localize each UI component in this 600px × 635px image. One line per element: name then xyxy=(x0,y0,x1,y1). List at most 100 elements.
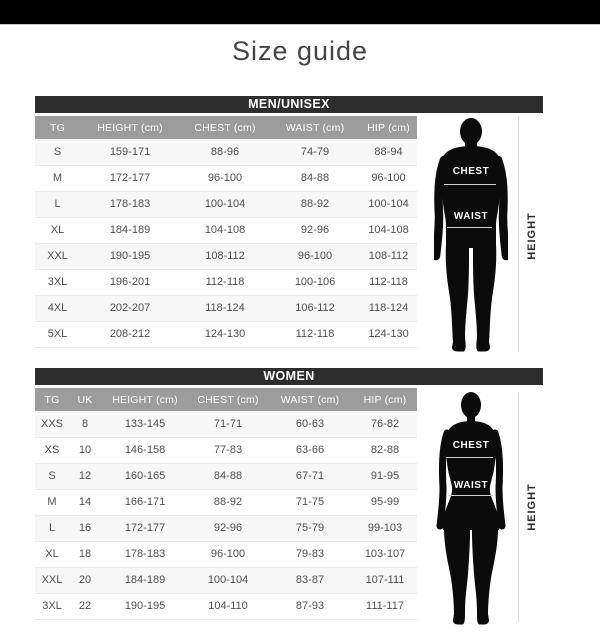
chest-label: CHEST xyxy=(452,166,490,177)
table-cell: 106-112 xyxy=(270,295,360,322)
column-header: TG xyxy=(35,116,80,139)
table-cell: 96-100 xyxy=(360,165,417,192)
waist-measure-line xyxy=(448,495,493,496)
table-cell: 103-107 xyxy=(353,541,417,568)
column-header: HIP (cm) xyxy=(360,116,417,139)
table-cell: 92-96 xyxy=(189,515,267,542)
table-cell: 16 xyxy=(69,515,101,542)
table-cell: XXL xyxy=(35,567,69,594)
table-cell: 100-104 xyxy=(180,191,270,218)
table-row: 4XL 202-207 118-124 106-112 118-124 xyxy=(35,295,417,322)
table-cell: 84-88 xyxy=(189,463,267,490)
table-cell: 112-118 xyxy=(270,321,360,348)
table-row: S 159-171 88-96 74-79 88-94 xyxy=(35,139,417,166)
table-cell: 71-71 xyxy=(189,411,267,438)
women-section: WOMEN TG UK HEIGHT (cm) CHEST (cm) WAIST (cm… xyxy=(35,368,543,625)
table-row: M 172-177 96-100 84-88 96-100 xyxy=(35,165,417,192)
table-cell: 96-100 xyxy=(270,243,360,270)
table-row: 3XL 196-201 112-118 100-106 112-118 xyxy=(35,269,417,296)
column-header: HEIGHT (cm) xyxy=(101,388,189,411)
table-cell: 184-189 xyxy=(101,567,189,594)
table-cell: 104-108 xyxy=(180,217,270,244)
table-cell: 166-171 xyxy=(101,489,189,516)
waist-label: WAIST xyxy=(453,480,489,491)
table-cell: 146-158 xyxy=(101,437,189,464)
table-cell: 8 xyxy=(69,411,101,438)
table-row: 5XL 208-212 124-130 112-118 124-130 xyxy=(35,321,417,348)
table-row: XXL 20 184-189 100-104 83-87 107-111 xyxy=(35,567,417,594)
table-cell: 95-99 xyxy=(353,489,417,516)
table-cell: 118-124 xyxy=(180,295,270,322)
table-cell: 108-112 xyxy=(360,243,417,270)
table-cell: 60-63 xyxy=(267,411,353,438)
waist-label: WAIST xyxy=(453,211,489,222)
height-label: HEIGHT xyxy=(526,483,538,531)
table-cell: XL xyxy=(35,541,69,568)
table-cell: 112-118 xyxy=(360,269,417,296)
column-header: WAIST (cm) xyxy=(270,116,360,139)
chest-measure-line xyxy=(444,184,496,185)
men-figure-area: CHEST WAIST HEIGHT xyxy=(417,116,543,352)
table-cell: 184-189 xyxy=(80,217,180,244)
table-cell: 99-103 xyxy=(353,515,417,542)
height-axis-line xyxy=(518,116,519,352)
table-cell: 202-207 xyxy=(80,295,180,322)
table-cell: 190-195 xyxy=(80,243,180,270)
table-cell: 83-87 xyxy=(267,567,353,594)
table-cell: 22 xyxy=(69,593,101,620)
chest-label: CHEST xyxy=(452,440,490,451)
table-cell: 82-88 xyxy=(353,437,417,464)
table-cell: 87-93 xyxy=(267,593,353,620)
table-cell: 3XL xyxy=(35,593,69,620)
table-cell: 100-104 xyxy=(189,567,267,594)
table-cell: 124-130 xyxy=(180,321,270,348)
table-cell: 71-75 xyxy=(267,489,353,516)
table-cell: 88-96 xyxy=(180,139,270,166)
table-cell: 18 xyxy=(69,541,101,568)
table-cell: 4XL xyxy=(35,295,80,322)
table-cell: 178-183 xyxy=(101,541,189,568)
table-cell: 133-145 xyxy=(101,411,189,438)
table-row: XXL 190-195 108-112 96-100 108-112 xyxy=(35,243,417,270)
table-row: XXS 8 133-145 71-71 60-63 76-82 xyxy=(35,411,417,438)
table-cell: 112-118 xyxy=(180,269,270,296)
table-cell: L xyxy=(35,515,69,542)
table-header-row: TG UK HEIGHT (cm) CHEST (cm) WAIST (cm) HIP (… xyxy=(35,388,417,411)
table-cell: 79-83 xyxy=(267,541,353,568)
waist-measure-line xyxy=(447,227,492,228)
table-cell: 88-92 xyxy=(270,191,360,218)
table-cell: XXL xyxy=(35,243,80,270)
table-cell: 84-88 xyxy=(270,165,360,192)
table-cell: 160-165 xyxy=(101,463,189,490)
women-section-body: TG UK HEIGHT (cm) CHEST (cm) WAIST (cm) HIP (… xyxy=(35,388,543,625)
column-header: CHEST (cm) xyxy=(189,388,267,411)
table-cell: 159-171 xyxy=(80,139,180,166)
table-cell: XL xyxy=(35,217,80,244)
table-cell: 10 xyxy=(69,437,101,464)
table-row: XL 18 178-183 96-100 79-83 103-107 xyxy=(35,541,417,568)
table-cell: S xyxy=(35,139,80,166)
table-header-row: TG HEIGHT (cm) CHEST (cm) WAIST (cm) HIP (cm… xyxy=(35,116,417,139)
table-cell: 96-100 xyxy=(180,165,270,192)
height-label: HEIGHT xyxy=(526,212,538,260)
table-cell: XS xyxy=(35,437,69,464)
men-table-title-bar: MEN/UNISEX xyxy=(35,96,543,113)
column-header: HEIGHT (cm) xyxy=(80,116,180,139)
table-cell: 67-71 xyxy=(267,463,353,490)
table-cell: M xyxy=(35,165,80,192)
height-axis-line xyxy=(518,392,519,622)
table-cell: 208-212 xyxy=(80,321,180,348)
table-cell: 190-195 xyxy=(101,593,189,620)
women-table-title-bar: WOMEN xyxy=(35,368,543,385)
table-cell: 76-82 xyxy=(353,411,417,438)
table-row: XL 184-189 104-108 92-96 104-108 xyxy=(35,217,417,244)
female-silhouette-icon xyxy=(436,392,506,625)
table-cell: 14 xyxy=(69,489,101,516)
chest-measure-line xyxy=(446,457,493,458)
table-cell: 12 xyxy=(69,463,101,490)
table-cell: M xyxy=(35,489,69,516)
column-header: HIP (cm) xyxy=(353,388,417,411)
table-cell: 196-201 xyxy=(80,269,180,296)
table-row: M 14 166-171 88-92 71-75 95-99 xyxy=(35,489,417,516)
table-cell: 100-104 xyxy=(360,191,417,218)
